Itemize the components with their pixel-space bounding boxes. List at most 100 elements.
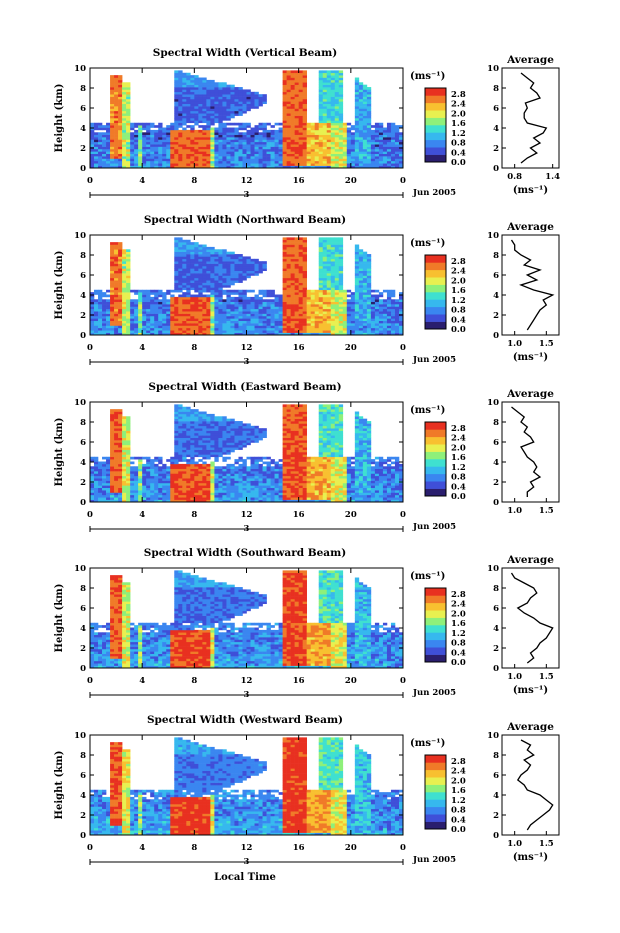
heatmap-cell bbox=[347, 325, 351, 328]
heatmap-cell bbox=[323, 89, 327, 92]
heatmap-cell bbox=[391, 147, 395, 150]
heatmap-cell bbox=[162, 149, 166, 152]
heatmap-cell bbox=[230, 163, 234, 166]
heatmap-cell bbox=[267, 132, 271, 135]
heatmap-cell bbox=[198, 314, 202, 317]
heatmap-cell bbox=[214, 147, 218, 150]
heatmap-cell bbox=[238, 161, 242, 164]
heatmap-cell bbox=[146, 492, 150, 495]
heatmap-cell bbox=[355, 120, 359, 123]
heatmap-cell bbox=[114, 120, 118, 123]
heatmap-cell bbox=[194, 151, 198, 154]
heatmap-cell bbox=[186, 264, 190, 267]
heatmap-cell bbox=[186, 245, 190, 248]
heatmap-cell bbox=[226, 280, 230, 283]
heatmap-cell bbox=[98, 476, 102, 479]
heatmap-cell bbox=[186, 295, 190, 298]
colorbar-tick-label: 0.8 bbox=[451, 139, 466, 149]
heatmap-cell bbox=[158, 462, 162, 465]
heatmap-cell bbox=[355, 259, 359, 262]
heatmap-cell bbox=[263, 94, 267, 97]
heatmap-cell bbox=[130, 481, 134, 484]
heatmap-cell bbox=[186, 163, 190, 166]
heatmap-cell bbox=[118, 161, 122, 164]
heatmap-cell bbox=[234, 139, 238, 142]
heatmap-cell bbox=[194, 283, 198, 286]
heatmap-cell bbox=[218, 106, 222, 109]
heatmap-cell bbox=[271, 154, 275, 157]
heatmap-cell bbox=[206, 80, 210, 83]
heatmap-cell bbox=[339, 137, 343, 140]
heatmap-cell bbox=[327, 161, 331, 164]
heatmap-cell bbox=[206, 144, 210, 147]
heatmap-cell bbox=[214, 142, 218, 145]
heatmap-cell bbox=[283, 113, 287, 116]
heatmap-cell bbox=[110, 419, 114, 422]
heatmap-cell bbox=[234, 325, 238, 328]
heatmap-cell bbox=[170, 132, 174, 135]
average-y-tick-label: 8 bbox=[493, 251, 499, 261]
heatmap-cell bbox=[202, 254, 206, 257]
heatmap-cell bbox=[323, 73, 327, 76]
heatmap-cell bbox=[222, 278, 226, 281]
heatmap-cell bbox=[259, 97, 263, 100]
heatmap-cell bbox=[383, 309, 387, 312]
heatmap-cell bbox=[375, 163, 379, 166]
heatmap-cell bbox=[287, 99, 291, 102]
heatmap-cell bbox=[275, 309, 279, 312]
heatmap-cell bbox=[379, 295, 383, 298]
heatmap-cell bbox=[359, 266, 363, 269]
heatmap-cell bbox=[118, 85, 122, 88]
heatmap-cell bbox=[198, 245, 202, 248]
heatmap-cell bbox=[291, 295, 295, 298]
heatmap-cell bbox=[323, 111, 327, 114]
heatmap-cell bbox=[194, 275, 198, 278]
heatmap-cell bbox=[315, 304, 319, 307]
heatmap-cell bbox=[146, 478, 150, 481]
heatmap-cell bbox=[122, 442, 126, 445]
heatmap-cell bbox=[94, 147, 98, 150]
heatmap-cell bbox=[114, 414, 118, 417]
heatmap-cell bbox=[387, 316, 391, 319]
heatmap-cell bbox=[138, 149, 142, 152]
heatmap-cell bbox=[391, 151, 395, 154]
heatmap-cell bbox=[319, 240, 323, 243]
heatmap-cell bbox=[146, 135, 150, 138]
heatmap-cell bbox=[315, 161, 319, 164]
heatmap-cell bbox=[90, 330, 94, 333]
heatmap-cell bbox=[158, 316, 162, 319]
heatmap-cell bbox=[303, 123, 307, 126]
heatmap-cell bbox=[170, 325, 174, 328]
heatmap-cell bbox=[367, 306, 371, 309]
heatmap-cell bbox=[182, 130, 186, 133]
heatmap-cell bbox=[198, 97, 202, 100]
heatmap-cell bbox=[323, 108, 327, 111]
heatmap-cell bbox=[327, 73, 331, 76]
colorbar-segment bbox=[425, 140, 446, 148]
heatmap-cell bbox=[319, 144, 323, 147]
heatmap-cell bbox=[323, 268, 327, 271]
heatmap-cell bbox=[335, 137, 339, 140]
heatmap-cell bbox=[339, 321, 343, 324]
heatmap-cell bbox=[363, 328, 367, 331]
heatmap-cell bbox=[247, 304, 251, 307]
heatmap-cell bbox=[218, 304, 222, 307]
heatmap-cell bbox=[363, 261, 367, 264]
heatmap-cell bbox=[371, 147, 375, 150]
heatmap-cell bbox=[323, 128, 327, 131]
heatmap-cell bbox=[355, 304, 359, 307]
heatmap-cell bbox=[110, 466, 114, 469]
heatmap-cell bbox=[375, 123, 379, 126]
heatmap-cell bbox=[222, 158, 226, 161]
heatmap-cell bbox=[186, 242, 190, 245]
heatmap-cell bbox=[118, 302, 122, 305]
heatmap-cell bbox=[371, 321, 375, 324]
heatmap-cell bbox=[186, 259, 190, 262]
heatmap-cell bbox=[363, 156, 367, 159]
heatmap-cell bbox=[247, 104, 251, 107]
heatmap-cell bbox=[202, 302, 206, 305]
heatmap-cell bbox=[182, 323, 186, 326]
heatmap-cell bbox=[355, 316, 359, 319]
heatmap-cell bbox=[186, 328, 190, 331]
heatmap-cell bbox=[263, 101, 267, 104]
